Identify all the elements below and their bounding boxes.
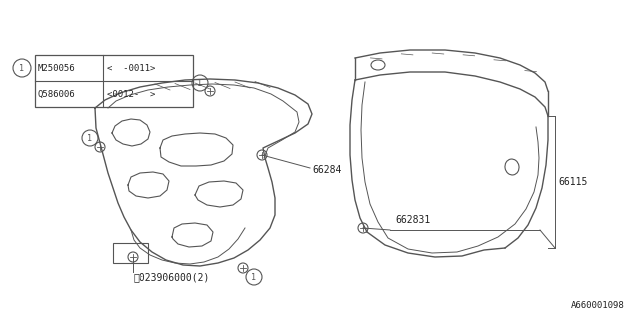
Text: 66284: 66284 <box>312 165 341 175</box>
Text: A660001098: A660001098 <box>572 301 625 310</box>
Text: Q586006: Q586006 <box>38 90 76 99</box>
Bar <box>113 243 148 263</box>
Text: 1: 1 <box>252 273 257 282</box>
Text: M250056: M250056 <box>38 63 76 73</box>
Text: 1: 1 <box>198 78 202 87</box>
Text: <  -0011>: < -0011> <box>107 63 156 73</box>
Text: ⓝ023906000(2): ⓝ023906000(2) <box>133 272 209 282</box>
Text: <0012-  >: <0012- > <box>107 90 156 99</box>
Text: 662831: 662831 <box>395 215 430 225</box>
Text: 1: 1 <box>88 133 93 142</box>
Text: 66115: 66115 <box>558 177 588 187</box>
Text: 1: 1 <box>19 63 24 73</box>
Bar <box>35 55 193 107</box>
